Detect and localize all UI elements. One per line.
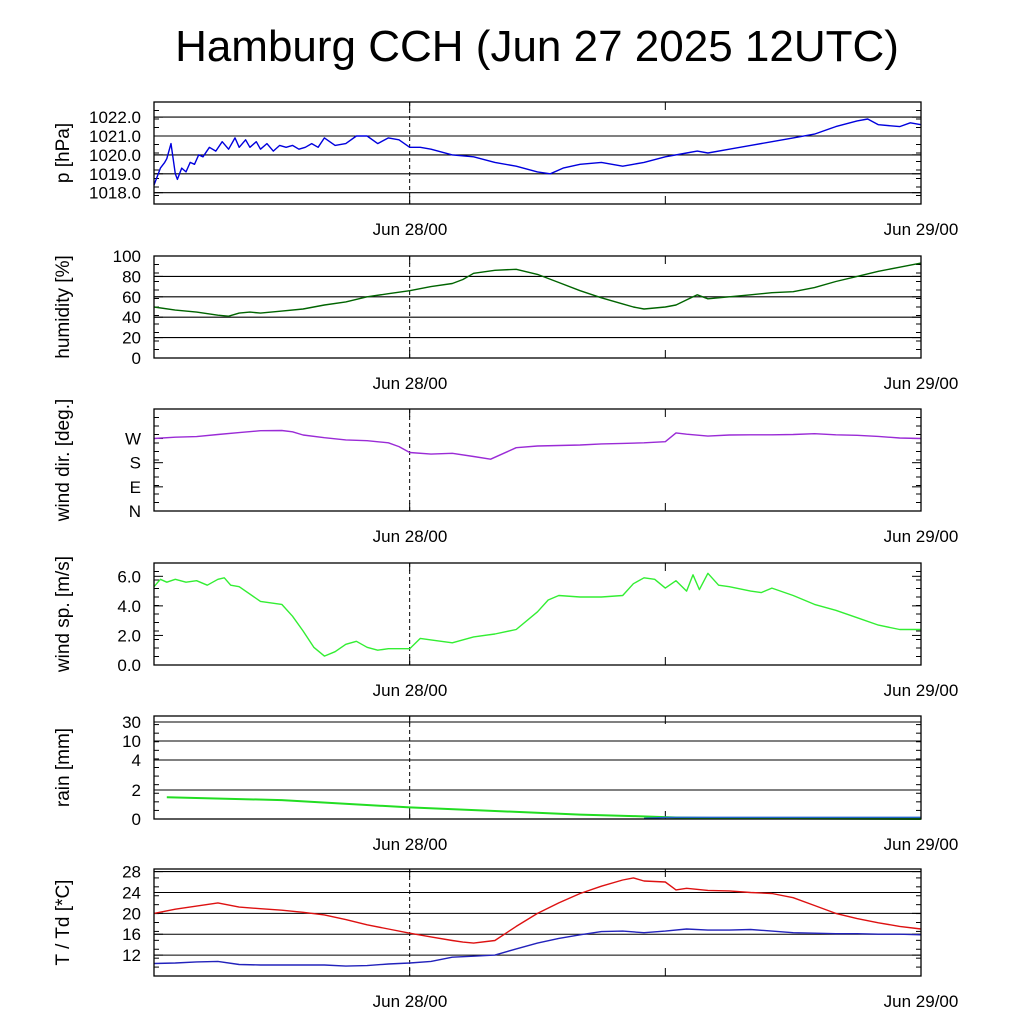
series-line	[153, 877, 922, 944]
series-line	[153, 928, 922, 967]
y-tick-label: 4.0	[117, 597, 141, 616]
y-tick-label: 80	[122, 267, 141, 286]
x-tick-label: Jun 29/00	[884, 220, 959, 239]
y-tick-label: 0	[132, 349, 141, 368]
y-axis-label: T / Td [*C]	[53, 880, 74, 966]
y-tick-label: 10	[122, 732, 141, 751]
plot-frame	[153, 101, 922, 205]
y-tick-label: 0	[132, 810, 141, 829]
y-tick-label: 1019.0	[89, 165, 141, 184]
y-tick-label: 2.0	[117, 626, 141, 645]
y-tick-label: 28	[122, 863, 141, 882]
y-axis-label: wind dir. [deg.]	[53, 399, 74, 523]
series-line	[643, 816, 921, 819]
y-tick-label: 1021.0	[89, 127, 141, 146]
y-axis-label: wind sp. [m/s]	[53, 556, 74, 673]
y-tick-label: 20	[122, 329, 141, 348]
plot-frame	[153, 255, 922, 359]
series-line	[153, 262, 922, 317]
plot-frame	[153, 868, 922, 977]
y-tick-label: 4	[132, 751, 141, 770]
x-tick-label: Jun 29/00	[884, 374, 959, 393]
y-axis-label: humidity [%]	[53, 255, 74, 358]
series-line	[153, 572, 921, 657]
y-tick-label: N	[129, 502, 141, 521]
y-tick-label: 30	[122, 713, 141, 732]
series-line	[166, 796, 922, 820]
x-tick-label: Jun 29/00	[884, 992, 959, 1011]
y-tick-label: 1022.0	[89, 108, 141, 127]
x-tick-label: Jun 28/00	[373, 527, 448, 546]
plot-frame	[153, 408, 922, 512]
y-tick-label: E	[130, 478, 141, 497]
y-tick-label: 40	[122, 308, 141, 327]
y-axis-label: p [hPa]	[53, 123, 74, 183]
y-tick-label: 24	[122, 883, 141, 902]
chart-title: Hamburg CCH (Jun 27 2025 12UTC)	[175, 22, 899, 71]
x-tick-label: Jun 29/00	[884, 835, 959, 854]
x-tick-label: Jun 28/00	[373, 681, 448, 700]
y-tick-label: 12	[122, 946, 141, 965]
series-line	[153, 118, 922, 186]
x-tick-label: Jun 28/00	[373, 835, 448, 854]
y-tick-label: 0.0	[117, 656, 141, 675]
y-tick-label: S	[130, 454, 141, 473]
y-tick-label: 1018.0	[89, 184, 141, 203]
x-tick-label: Jun 29/00	[884, 527, 959, 546]
y-tick-label: 1020.0	[89, 146, 141, 165]
y-tick-label: 6.0	[117, 567, 141, 586]
plot-frame	[153, 562, 922, 666]
x-tick-label: Jun 28/00	[373, 374, 448, 393]
x-tick-label: Jun 28/00	[373, 220, 448, 239]
y-tick-label: 16	[122, 925, 141, 944]
x-tick-label: Jun 29/00	[884, 681, 959, 700]
y-tick-label: 60	[122, 288, 141, 307]
y-tick-label: W	[125, 430, 141, 449]
y-tick-label: 20	[122, 904, 141, 923]
y-tick-label: 2	[132, 781, 141, 800]
y-axis-label: rain [mm]	[53, 728, 74, 807]
plot-frame	[153, 715, 922, 820]
y-tick-label: 100	[113, 247, 141, 266]
series-line	[153, 429, 922, 460]
x-tick-label: Jun 28/00	[373, 992, 448, 1011]
